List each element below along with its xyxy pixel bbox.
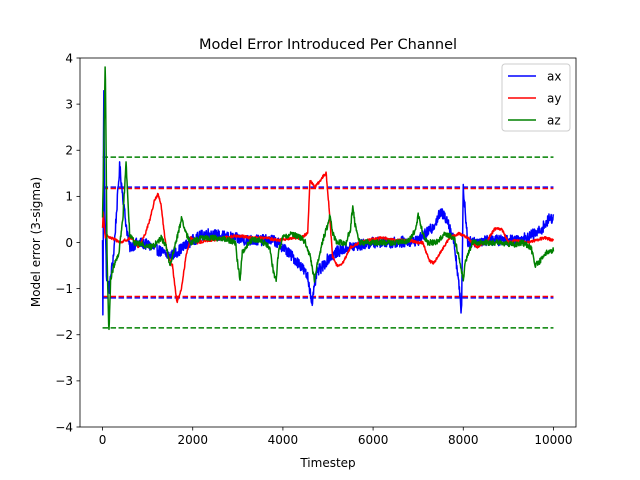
- x-tick-label: 8000: [448, 433, 479, 447]
- x-tick-label: 6000: [358, 433, 389, 447]
- y-tick-label: 4: [65, 51, 73, 65]
- x-tick-label: 2000: [177, 433, 208, 447]
- y-axis-title: Model error (3-sigma): [29, 177, 43, 307]
- series-line-az: [101, 66, 555, 331]
- y-tick-label: 3: [65, 97, 73, 111]
- y-tick-label: 0: [65, 236, 73, 250]
- y-tick-label: −4: [55, 420, 73, 434]
- x-tick-label: 4000: [268, 433, 299, 447]
- y-tick-label: −1: [55, 282, 73, 296]
- plot-area: 0 2000 4000 6000 8000 10000 −4 −3 −2 −1 0 1 2 3 4: [55, 51, 577, 447]
- y-tick-label: 2: [65, 144, 73, 158]
- legend-label-ay: ay: [547, 91, 561, 105]
- series-lines: [101, 66, 555, 331]
- y-tick-label: −3: [55, 374, 73, 388]
- x-axis-title: Timestep: [299, 456, 355, 470]
- y-tick-label: 1: [65, 190, 73, 204]
- legend-label-ax: ax: [547, 69, 561, 83]
- legend-label-az: az: [547, 113, 561, 127]
- chart-title: Model Error Introduced Per Channel: [199, 37, 457, 53]
- y-tick-label: −2: [55, 328, 73, 342]
- series-line-ay: [101, 171, 555, 304]
- x-tick-label: 10000: [534, 433, 572, 447]
- x-tick-label: 0: [99, 433, 107, 447]
- legend: ax ay az: [501, 63, 571, 132]
